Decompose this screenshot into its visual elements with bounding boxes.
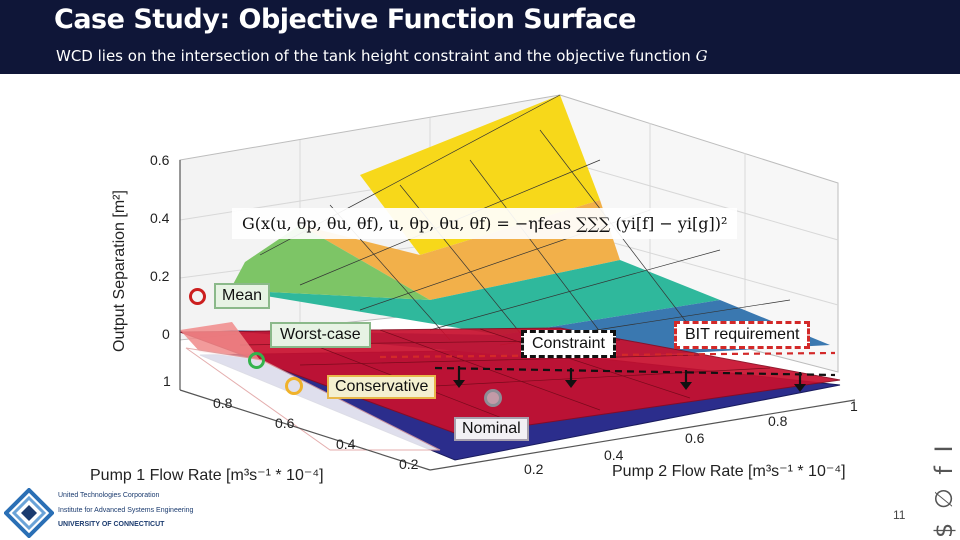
uconn-logo-icon — [4, 488, 54, 538]
constraint-line — [434, 366, 836, 386]
slide-subtitle: WCD lies on the intersection of the tank… — [56, 47, 708, 65]
bit-line — [379, 351, 836, 359]
unfeasible-region — [185, 347, 441, 451]
surface-green-band — [230, 225, 430, 300]
subtitle-symbol: G — [695, 47, 708, 65]
logo-line-3: UNIVERSITY OF CONNECTICUT — [58, 521, 165, 528]
subtitle-text: WCD lies on the intersection of the tank… — [56, 47, 696, 65]
nominal-label: Nominal — [454, 417, 529, 441]
bit-requirement-label: BIT requirement — [674, 321, 811, 349]
x1-tick-0.4: 0.4 — [336, 436, 356, 452]
worst-case-label: Worst-case — [270, 322, 371, 348]
x2-tick-0.2: 0.2 — [524, 461, 544, 477]
constraint-arrowheads — [453, 380, 806, 392]
y-tick-0: 0 — [162, 326, 170, 342]
x2-tick-0.8: 0.8 — [768, 413, 788, 429]
side-decoration: $ ∅ f I — [926, 430, 958, 540]
x2-tick-0.4: 0.4 — [604, 447, 624, 463]
x2-tick-0.6: 0.6 — [685, 430, 705, 446]
y-tick-0.6: 0.6 — [150, 152, 170, 168]
x1-tick-0.2: 0.2 — [399, 456, 419, 472]
conservative-marker — [285, 377, 303, 395]
slide-title: Case Study: Objective Function Surface — [54, 4, 637, 35]
x1-tick-1: 1 — [163, 373, 171, 389]
slide-header: Case Study: Objective Function Surface W… — [0, 0, 960, 74]
x1-axis-label: Pump 1 Flow Rate [m³s⁻¹ * 10⁻⁴] — [90, 467, 324, 484]
x2-axis-label: Pump 2 Flow Rate [m³s⁻¹ * 10⁻⁴] — [612, 463, 846, 480]
y-tick-0.4: 0.4 — [150, 210, 170, 226]
worst-case-marker — [248, 352, 265, 369]
logo-line-1: United Technologies Corporation — [58, 492, 160, 499]
surface-teal-band — [230, 260, 720, 335]
conservative-label: Conservative — [327, 375, 437, 399]
y-axis-label: Output Separation [m²] — [111, 190, 128, 352]
x1-tick-0.6: 0.6 — [275, 415, 295, 431]
y-tick-0.2: 0.2 — [150, 268, 170, 284]
axes — [179, 160, 856, 471]
objective-formula: G(x(u, θp, θu, θf), u, θp, θu, θf) = −ηf… — [232, 208, 738, 239]
x2-tick-1: 1 — [850, 398, 858, 414]
logo-line-2: Institute for Advanced Systems Engineeri… — [58, 507, 194, 514]
mean-marker — [189, 288, 206, 305]
page-number: 11 — [893, 508, 906, 522]
side-symbols-text: $ ∅ f I — [930, 442, 958, 538]
constraint-plane — [179, 327, 841, 436]
constraint-label: Constraint — [521, 330, 616, 358]
mean-label: Mean — [214, 283, 271, 309]
x1-tick-0.8: 0.8 — [213, 395, 233, 411]
nominal-marker — [484, 389, 502, 407]
